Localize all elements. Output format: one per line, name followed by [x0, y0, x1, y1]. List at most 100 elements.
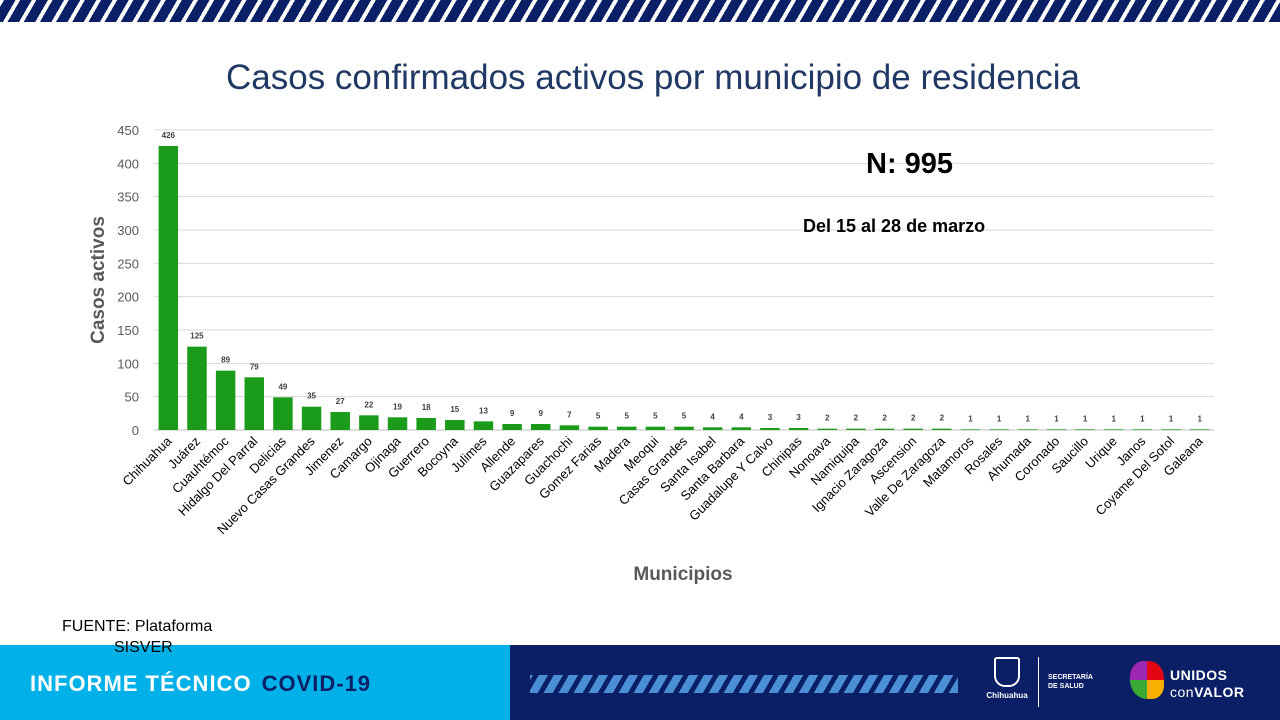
bar [1132, 429, 1153, 430]
bar [244, 377, 265, 430]
data-label: 2 [940, 414, 945, 423]
bar [215, 370, 236, 430]
x-tick-label: Urique [1082, 434, 1120, 472]
date-range-label: Del 15 al 28 de marzo [803, 216, 986, 236]
bar [731, 427, 752, 430]
bar [1075, 429, 1095, 430]
footer-report-topic: COVID-19 [261, 671, 372, 696]
bar [674, 426, 694, 430]
bar [416, 418, 436, 430]
health-secretariat-logo: SECRETARÍA DE SALUD [1048, 673, 1093, 691]
unidos-con-valor-logo: UNIDOS conVALOR [1128, 657, 1268, 707]
footer-banner-right: Chihuahua SECRETARÍA DE SALUD UNIDOS con… [510, 645, 1280, 720]
y-tick-label: 50 [125, 390, 139, 405]
unidos-logo-line-1: UNIDOS [1170, 667, 1228, 683]
chihuahua-government-logo: Chihuahua [980, 657, 1034, 715]
bar [960, 429, 981, 430]
data-label: 5 [624, 412, 629, 421]
data-label: 9 [510, 409, 515, 418]
bar [445, 420, 465, 430]
bar [473, 421, 494, 430]
state-map-icon [1130, 661, 1164, 699]
bar [559, 425, 580, 430]
data-label: 49 [278, 382, 287, 391]
data-label: 89 [221, 356, 230, 365]
y-tick-label: 150 [117, 323, 139, 338]
data-label: 4 [739, 412, 744, 421]
bar [273, 397, 293, 430]
y-tick-label: 0 [132, 423, 139, 438]
bar [616, 426, 637, 430]
top-decorative-stripe [0, 0, 1280, 22]
data-label: 35 [307, 392, 316, 401]
footer-report-label: INFORME TÉCNICO COVID-19 [30, 671, 371, 697]
y-axis-title: Casos activos [88, 216, 109, 344]
bars [158, 146, 1210, 430]
data-label: 3 [768, 413, 773, 422]
unidos-logo-line-2: conVALOR [1170, 684, 1245, 700]
coat-of-arms-icon [994, 657, 1020, 687]
bar [187, 346, 207, 430]
footer-decorative-stripe [530, 675, 958, 693]
source-note: FUENTE: Plataforma SISVER [62, 616, 252, 658]
bar [645, 426, 666, 430]
data-label: 9 [539, 409, 544, 418]
bar [531, 424, 551, 430]
source-line-1: FUENTE: Plataforma [62, 618, 213, 635]
unidos-logo-valor: VALOR [1194, 684, 1245, 700]
y-tick-label: 250 [117, 256, 139, 271]
bar [760, 428, 780, 430]
y-tick-label: 300 [117, 223, 139, 238]
bar [1189, 429, 1210, 430]
unidos-logo-con: con [1170, 684, 1195, 700]
data-label: 19 [393, 402, 402, 411]
y-tick-labels: 0 50 100 150 200 250 300 350 400 450 [117, 123, 139, 438]
data-label: 13 [479, 406, 488, 415]
bar [588, 426, 608, 430]
bar [301, 406, 322, 430]
footer-banner-left: INFORME TÉCNICO COVID-19 [0, 645, 510, 720]
bar [989, 429, 1009, 430]
data-label: 3 [796, 413, 801, 422]
y-tick-label: 450 [117, 123, 139, 138]
data-label: 1 [1026, 414, 1031, 423]
data-label: 1 [1169, 414, 1174, 423]
data-label: 1 [968, 414, 973, 423]
bar [788, 428, 809, 430]
slide-title: Casos confirmados activos por municipio … [225, 58, 1080, 97]
bar [1103, 429, 1124, 430]
data-label: 79 [250, 362, 259, 371]
data-label: 1 [1054, 414, 1059, 423]
bar [330, 412, 350, 430]
y-tick-label: 200 [117, 290, 139, 305]
data-label: 15 [450, 405, 459, 414]
logo-divider [1038, 657, 1039, 707]
data-label: 4 [710, 412, 715, 421]
data-label: 1 [1083, 414, 1088, 423]
bar [932, 428, 952, 430]
bar [359, 415, 379, 430]
data-label: 1 [1112, 414, 1117, 423]
data-label: 2 [911, 414, 916, 423]
data-label: 5 [653, 412, 658, 421]
gridlines [154, 129, 1214, 431]
bar [158, 146, 179, 430]
bar [903, 428, 923, 430]
data-label: 5 [596, 412, 601, 421]
bar [874, 428, 895, 430]
bar [502, 424, 522, 430]
bar [846, 428, 866, 430]
y-tick-label: 350 [117, 190, 139, 205]
y-tick-label: 100 [117, 356, 139, 371]
data-label: 27 [336, 397, 345, 406]
data-label: 426 [162, 131, 176, 140]
data-label: 125 [190, 332, 204, 341]
n-total-label: N: 995 [866, 148, 954, 180]
data-label: 5 [682, 412, 687, 421]
bar [702, 427, 723, 430]
data-label: 18 [422, 403, 431, 412]
bar [1046, 429, 1067, 430]
